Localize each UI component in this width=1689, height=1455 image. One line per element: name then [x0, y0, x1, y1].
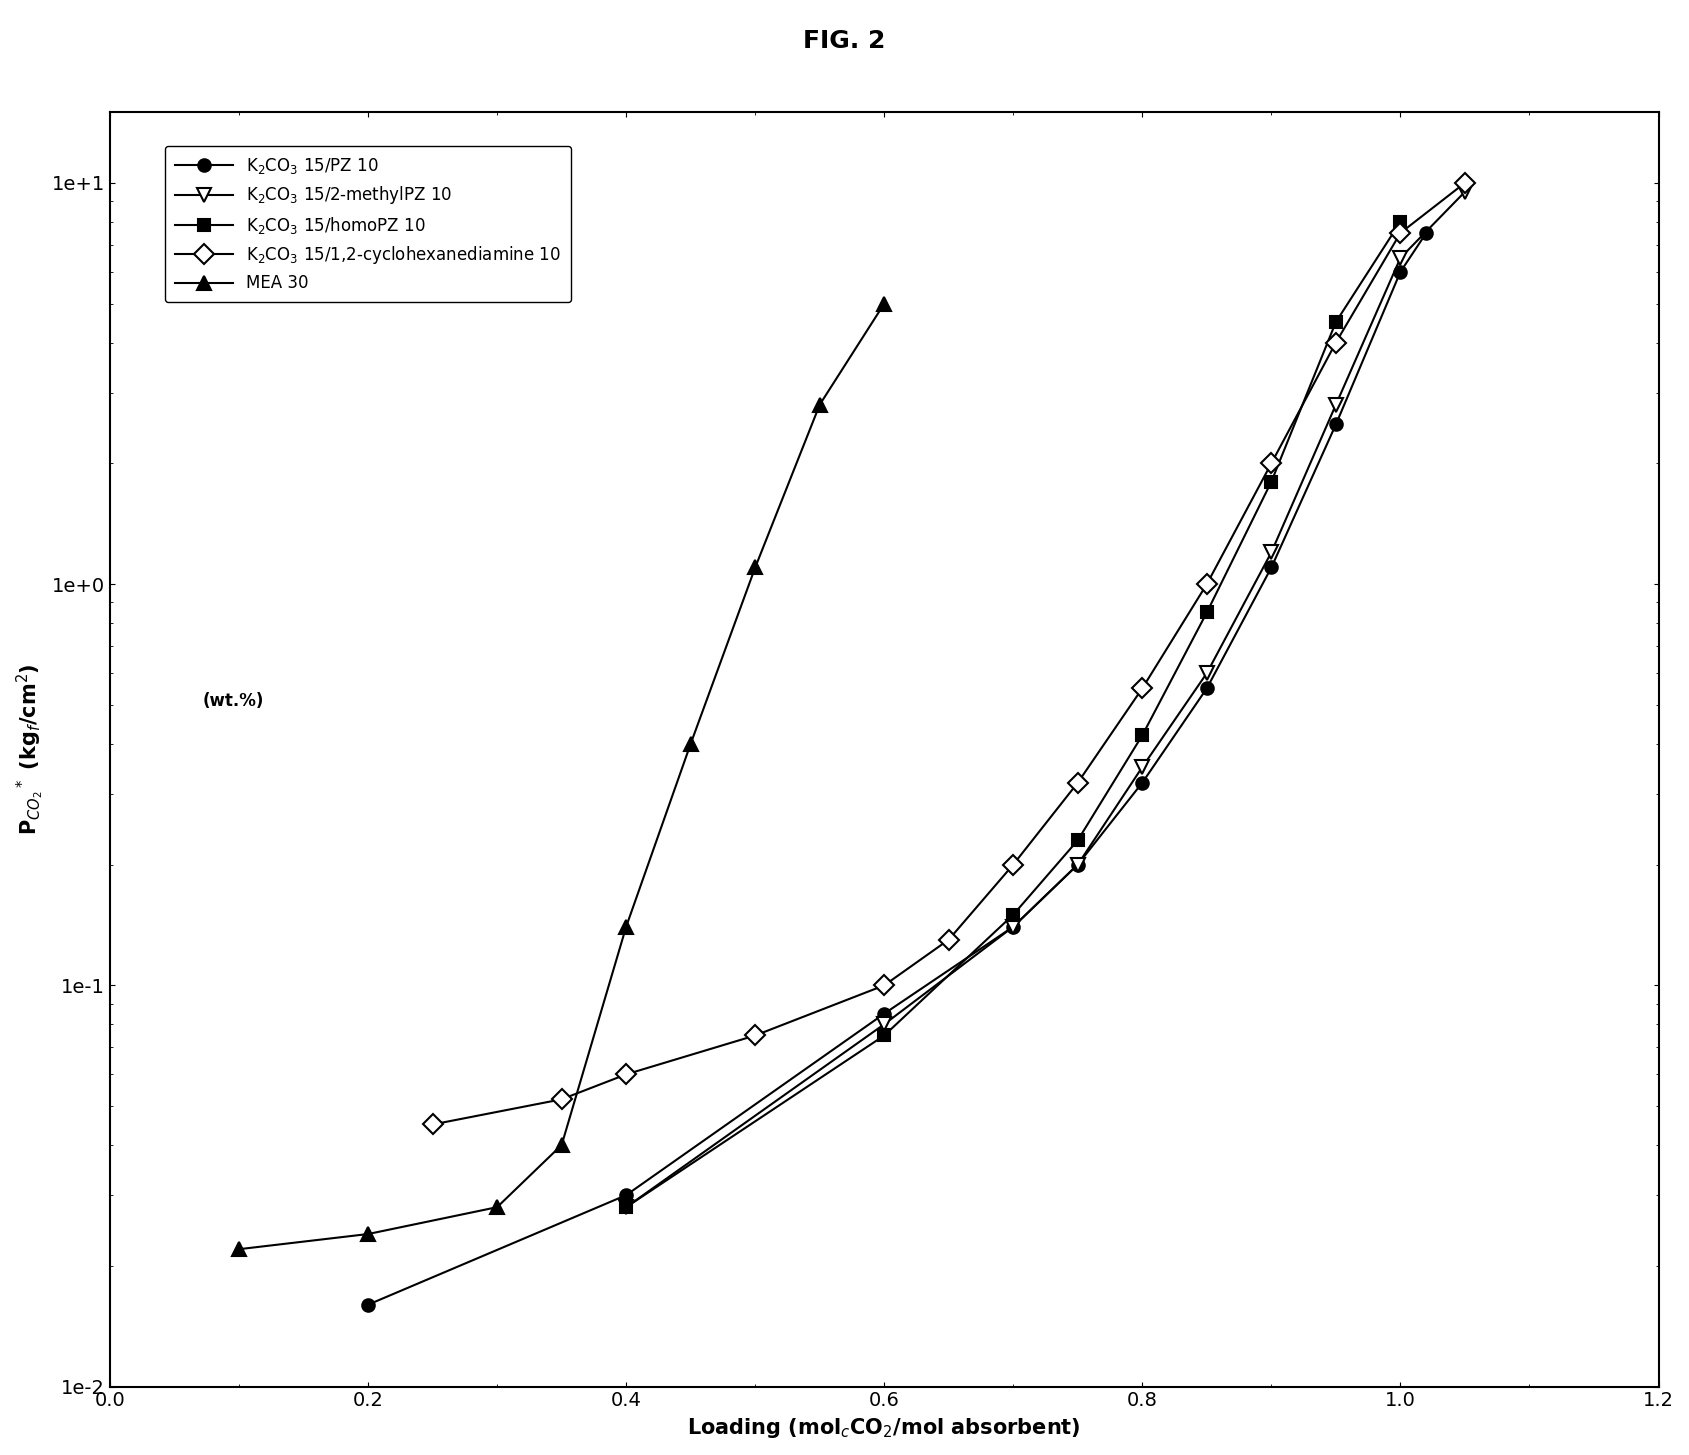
Y-axis label: P$_{CO_2}$$^*$ (kg$_f$/cm$^2$): P$_{CO_2}$$^*$ (kg$_f$/cm$^2$) — [15, 663, 46, 835]
Text: FIG. 2: FIG. 2 — [804, 29, 885, 52]
Text: (wt.%): (wt.%) — [203, 693, 263, 710]
X-axis label: Loading (mol$_{c}$CO$_{2}$/mol absorbent): Loading (mol$_{c}$CO$_{2}$/mol absorbent… — [687, 1416, 1081, 1440]
Legend: K$_2$CO$_3$ 15/PZ 10, K$_2$CO$_3$ 15/2-methylPZ 10, K$_2$CO$_3$ 15/homoPZ 10, K$: K$_2$CO$_3$ 15/PZ 10, K$_2$CO$_3$ 15/2-m… — [166, 146, 571, 303]
